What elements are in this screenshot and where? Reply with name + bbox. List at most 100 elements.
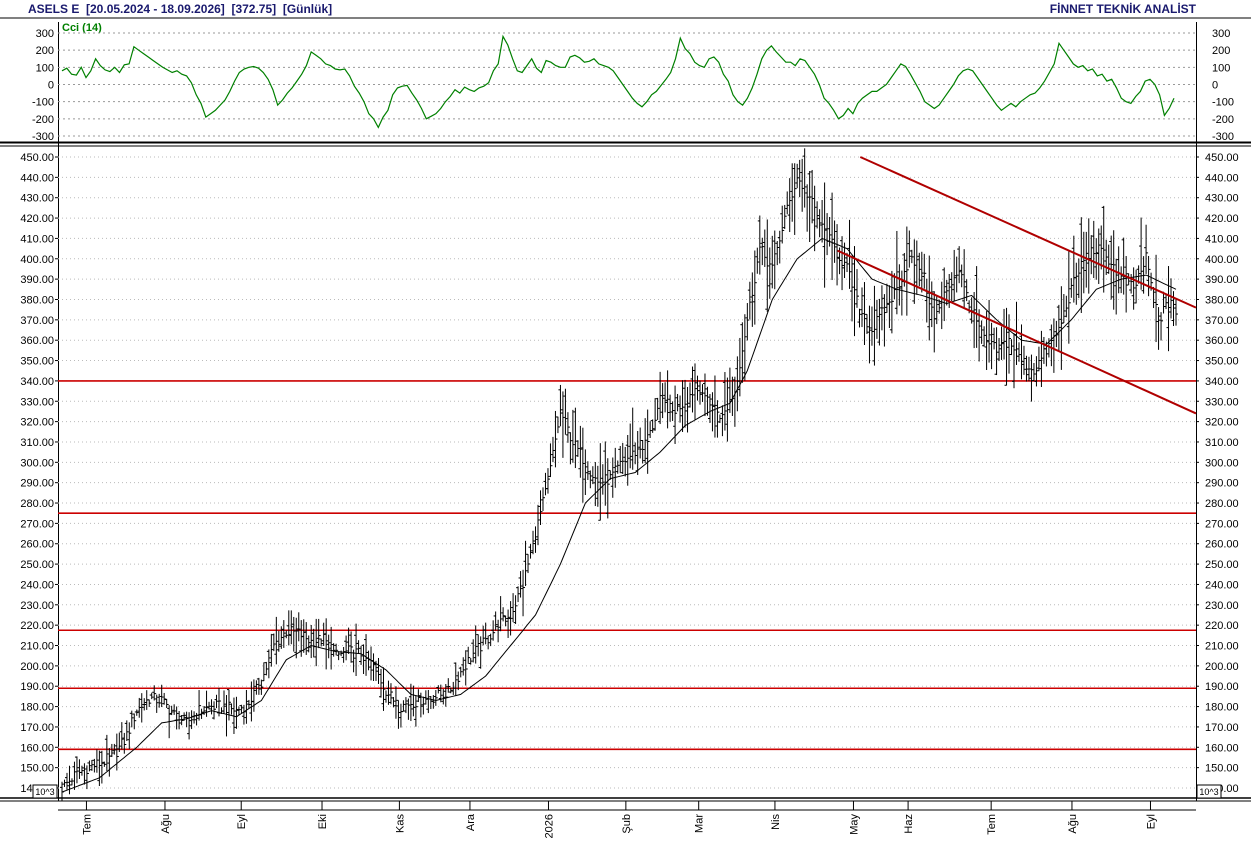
price-bar	[563, 388, 568, 435]
price-bar	[453, 662, 458, 696]
price-bar	[286, 610, 291, 646]
price-bar	[351, 649, 356, 673]
price-bar	[782, 204, 787, 229]
price-bar	[239, 704, 244, 714]
price-bar	[1096, 228, 1101, 284]
price-bar	[274, 616, 279, 665]
price-bar	[411, 685, 416, 717]
price-bar	[585, 461, 590, 480]
date-tick-label: Haz	[903, 814, 915, 834]
price-bar	[341, 647, 346, 663]
price-bar	[610, 457, 615, 498]
price-bar	[301, 619, 306, 653]
price-bar	[595, 465, 600, 507]
cci-tick-label-left: 0	[48, 80, 54, 92]
price-bar	[755, 247, 760, 274]
price-bar	[730, 376, 735, 417]
price-bar	[904, 226, 909, 316]
price-bar	[217, 687, 222, 717]
price-bar	[979, 320, 984, 344]
price-bar	[319, 638, 324, 647]
price-bar	[62, 779, 67, 787]
price-tick-label-right: 400.00	[1205, 254, 1239, 266]
price-bar	[516, 586, 521, 603]
price-bar	[1126, 273, 1131, 286]
price-bar	[436, 685, 441, 694]
price-bar	[102, 761, 107, 767]
price-bar	[304, 622, 309, 655]
price-bar	[645, 409, 650, 474]
date-tick-label: Mar	[694, 814, 706, 833]
price-bar	[224, 695, 229, 737]
cci-tick-label-right: -200	[1212, 114, 1234, 126]
price-tick-label-left: 280.00	[20, 498, 54, 510]
price-bar	[1161, 291, 1166, 314]
price-bar	[760, 237, 765, 266]
price-bar	[1156, 307, 1161, 350]
price-bar	[448, 687, 453, 694]
price-bar	[244, 689, 249, 724]
price-bar	[583, 449, 588, 496]
price-bar	[1061, 294, 1066, 324]
price-bar	[705, 386, 710, 416]
price-bar	[1134, 269, 1139, 304]
price-bar	[164, 698, 169, 709]
price-bar	[1016, 342, 1021, 362]
channel-upper-line	[859, 156, 1197, 309]
price-bar	[997, 337, 1002, 362]
price-bar	[548, 443, 553, 478]
price-bar	[391, 696, 396, 708]
price-bar	[212, 701, 217, 720]
price-bar	[717, 414, 722, 424]
svg-text:10^3: 10^3	[1199, 787, 1218, 797]
price-bar	[1109, 235, 1114, 300]
price-tick-label-left: 260.00	[20, 539, 54, 551]
price-bar	[289, 610, 294, 645]
price-bar	[241, 704, 246, 725]
price-bar	[937, 299, 942, 314]
price-tick-label-right: 300.00	[1205, 457, 1239, 469]
price-bar	[344, 635, 349, 661]
price-bar	[578, 425, 583, 478]
price-bar	[633, 442, 638, 465]
price-bar	[727, 367, 732, 413]
price-bar	[989, 322, 994, 370]
price-bar	[987, 299, 992, 363]
price-bar	[157, 693, 162, 708]
channel-lower-line	[837, 249, 1197, 415]
price-bar	[67, 765, 72, 795]
price-bar	[428, 695, 433, 710]
price-bar	[1034, 356, 1039, 387]
price-tick-label-right: 440.00	[1205, 172, 1239, 184]
price-bar	[735, 356, 740, 412]
price-tick-label-left: 320.00	[20, 417, 54, 429]
price-bar	[226, 689, 231, 721]
price-bar	[142, 698, 147, 711]
price-tick-label-right: 360.00	[1205, 335, 1239, 347]
price-bar	[316, 618, 321, 649]
price-bar	[1007, 314, 1012, 374]
price-bar	[381, 667, 386, 711]
price-tick-label-left: 250.00	[20, 559, 54, 571]
price-bar	[580, 427, 585, 503]
date-tick-label: Tem	[986, 814, 998, 835]
price-bar	[795, 163, 800, 189]
price-bar	[331, 643, 336, 657]
cci-tick-label-right: -300	[1212, 131, 1234, 143]
price-bar	[710, 392, 715, 432]
date-tick-label: Kas	[394, 814, 406, 833]
date-tick-label: Ara	[465, 813, 477, 831]
price-bar	[957, 246, 962, 284]
price-tick-label-left: 440.00	[20, 172, 54, 184]
price-bar	[974, 266, 979, 348]
price-bar	[812, 185, 817, 252]
price-bar	[600, 464, 605, 495]
price-bar	[685, 386, 690, 433]
price-bar	[1081, 231, 1086, 294]
price-bar	[1121, 237, 1126, 295]
price-bar	[879, 285, 884, 331]
price-bar	[64, 772, 69, 791]
price-bar	[433, 690, 438, 706]
price-bar	[827, 216, 832, 247]
price-tick-label-right: 210.00	[1205, 641, 1239, 653]
